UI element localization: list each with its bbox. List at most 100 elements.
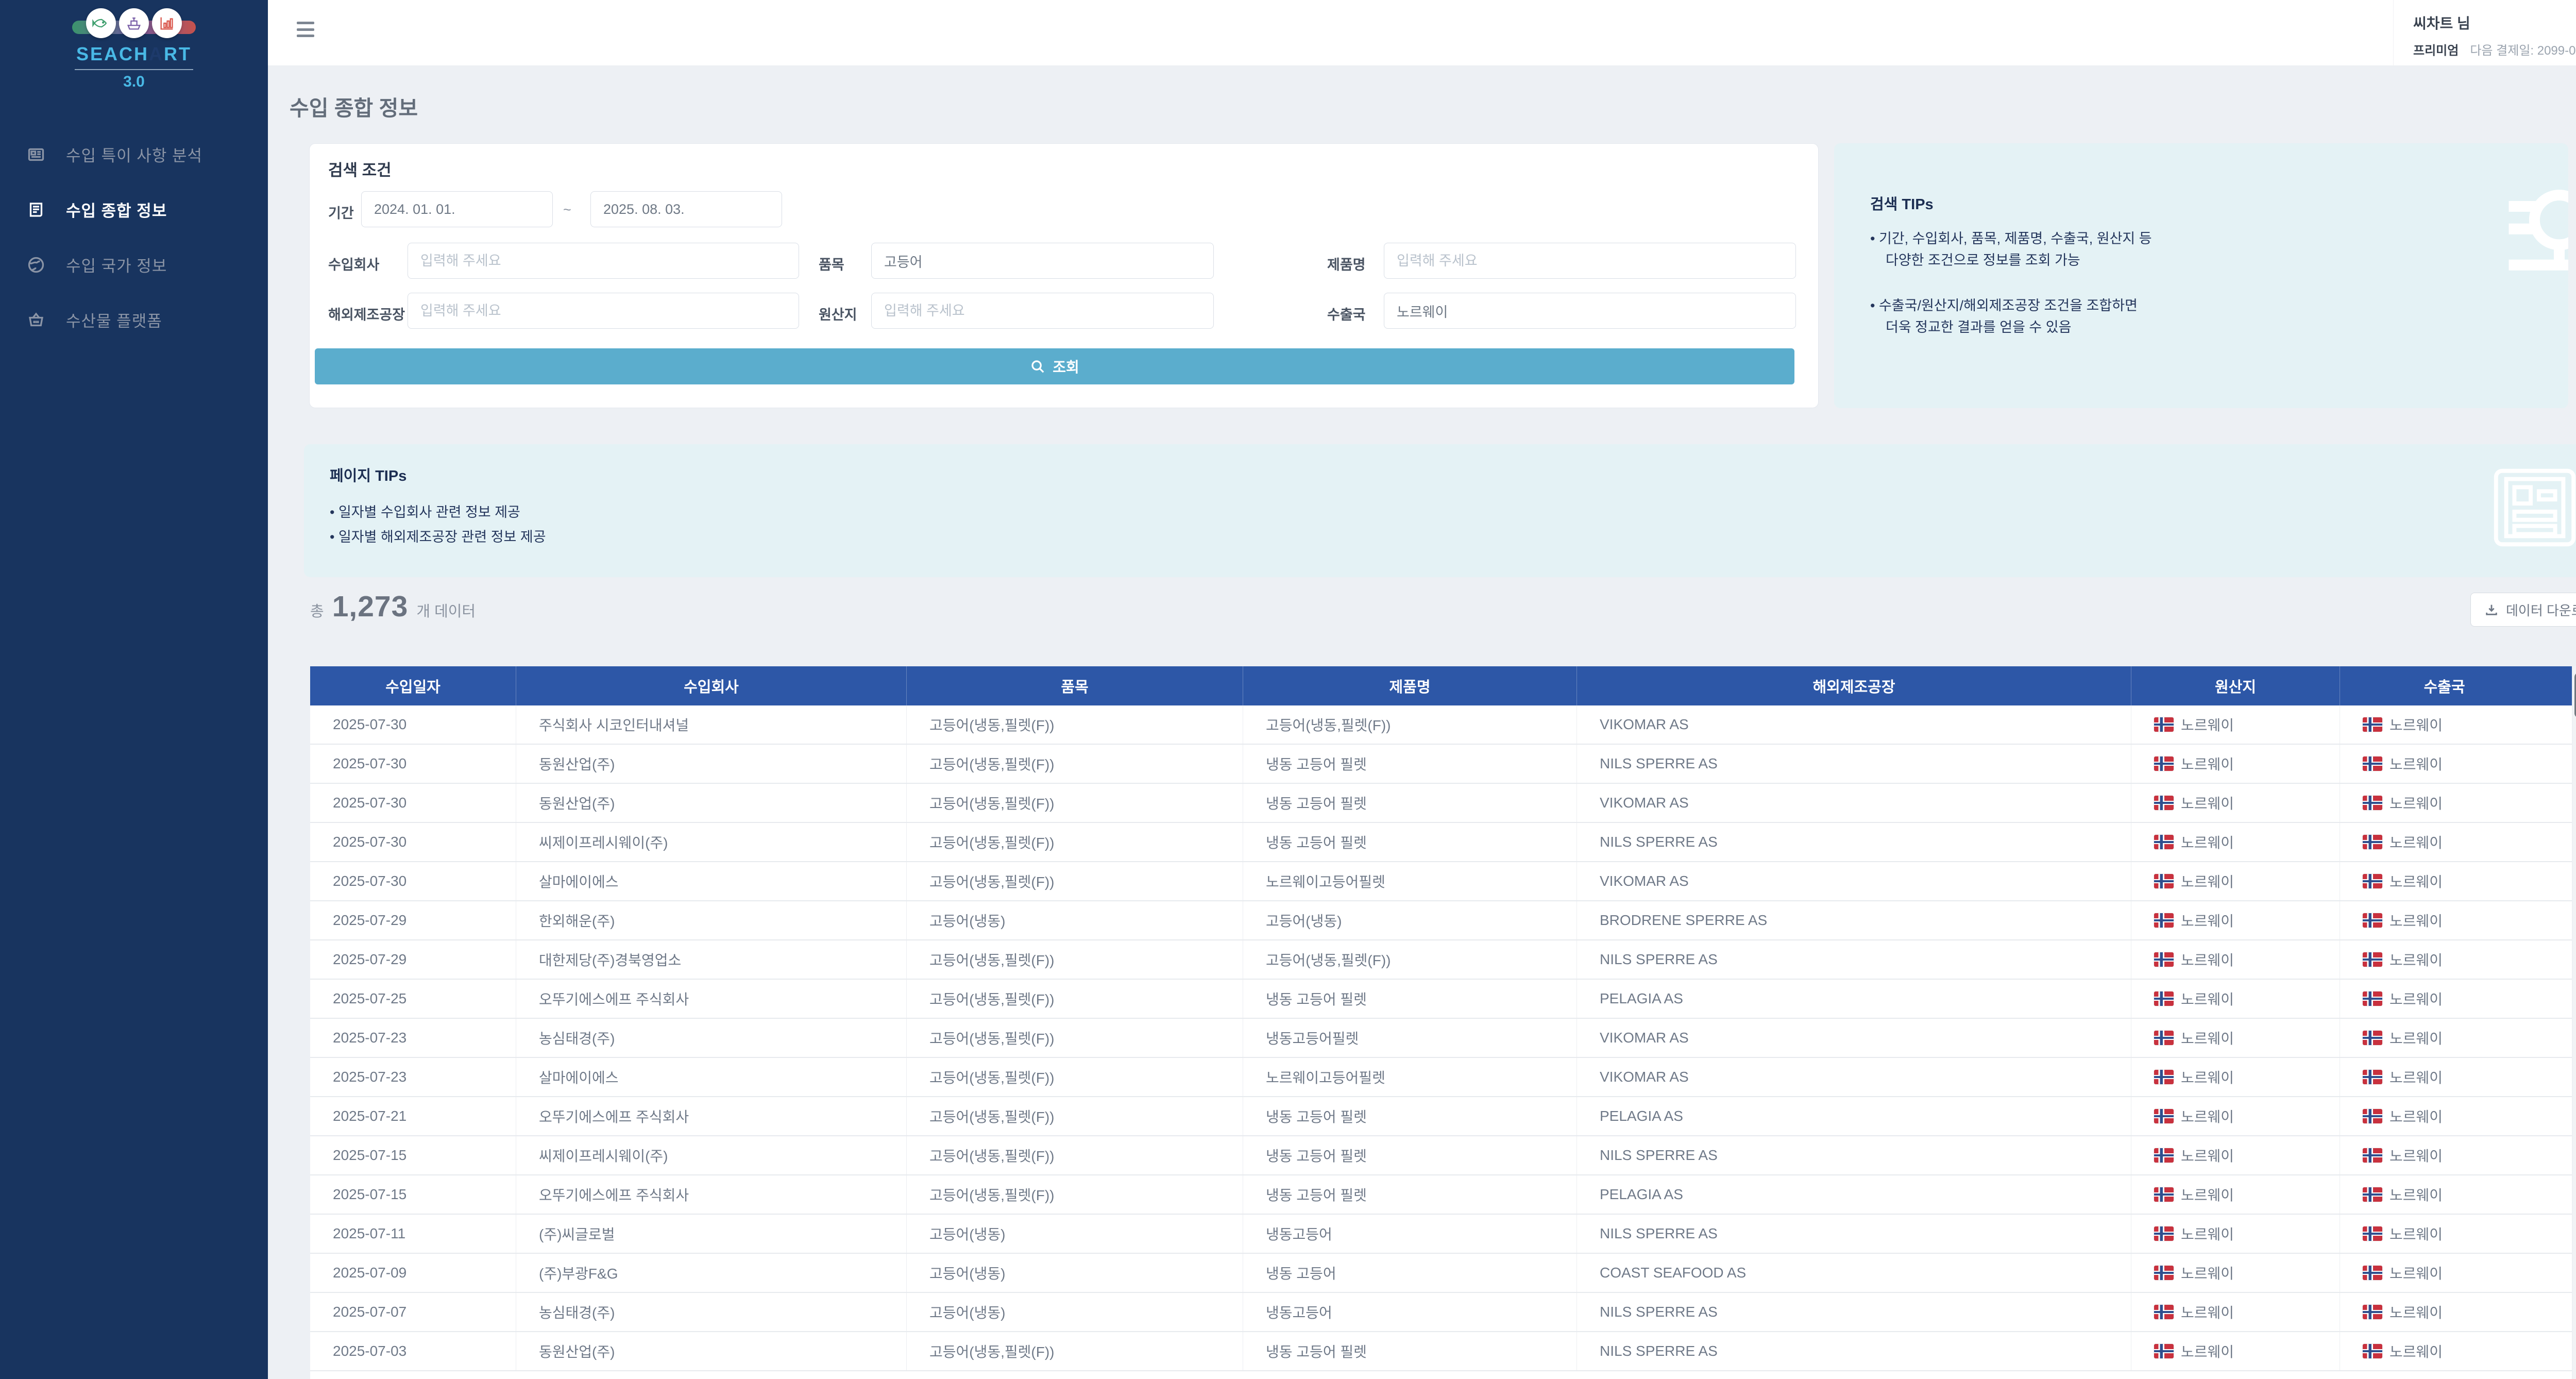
table-row[interactable]: 2025-07-07 농심태경(주) 고등어(냉동) 냉동고등어 NILS SP… xyxy=(310,1293,2572,1332)
column-header-item[interactable]: 품목 xyxy=(907,666,1243,705)
product-input[interactable] xyxy=(1384,243,1796,279)
table-row[interactable]: 2025-07-30 동원산업(주) 고등어(냉동,필렛(F)) 냉동 고등어 … xyxy=(310,745,2572,784)
table-row[interactable]: 2025-07-21 오뚜기에스에프 주식회사 고등어(냉동,필렛(F)) 냉동… xyxy=(310,1097,2572,1136)
page-tips-panel: 페이지 TIPs • 일자별 수입회사 관련 정보 제공 • 일자별 해외제조공… xyxy=(304,444,2576,577)
table-row[interactable]: 2025-07-29 대한제당(주)경북영업소 고등어(냉동,필렛(F)) 고등… xyxy=(310,940,2572,980)
table-row[interactable]: 2025-07-11 (주)씨글로벌 고등어(냉동) 냉동고등어 NILS SP… xyxy=(310,1215,2572,1254)
cell-factory: NILS SPERRE AS xyxy=(1577,823,2131,861)
news-icon xyxy=(27,145,45,164)
main-content: 수입 종합 정보 검색 조건 기간 ~ 수입회사 품목 제품명 해외제조공장 원… xyxy=(268,66,2576,1379)
sidebar-item-import-analysis[interactable]: 수입 특이 사항 분석 xyxy=(0,127,268,182)
item-input[interactable] xyxy=(871,243,1214,279)
sidebar-menu: 수입 특이 사항 분석 수입 종합 정보 수입 국가 정보 수산물 플랫폼 xyxy=(0,127,268,347)
sidebar-item-label: 수입 종합 정보 xyxy=(66,202,167,220)
cell-import-date: 2025-07-30 xyxy=(310,784,516,822)
cell-origin: 노르웨이 xyxy=(2131,1332,2340,1370)
period-tilde: ~ xyxy=(563,202,571,217)
cell-importer: 동원산업(주) xyxy=(516,1332,907,1370)
table-row[interactable]: 2025-07-30 동원산업(주) 고등어(냉동,필렛(F)) 냉동 고등어 … xyxy=(310,784,2572,823)
result-count-number: 1,273 xyxy=(332,590,409,623)
table-row[interactable]: 2025-07-30 주식회사 시코인터내셔널 고등어(냉동,필렛(F)) 고등… xyxy=(310,705,2572,745)
cell-item: 고등어(냉동,필렛(F)) xyxy=(907,862,1243,900)
cell-origin: 노르웨이 xyxy=(2131,1293,2340,1331)
cell-export: 노르웨이 xyxy=(2340,1058,2549,1096)
product-label: 제품명 xyxy=(1327,257,1366,273)
menu-icon[interactable] xyxy=(297,22,314,37)
norway-flag-icon xyxy=(2363,1344,2382,1358)
search-button[interactable]: 조회 xyxy=(315,348,1794,384)
table-row[interactable]: 2025-07-03 동원산업(주) 고등어(냉동,필렛(F)) 냉동 고등어 … xyxy=(310,1332,2572,1371)
norway-flag-icon xyxy=(2154,1266,2174,1280)
cell-importer: 농심태경(주) xyxy=(516,1019,907,1057)
norway-flag-icon xyxy=(2154,1031,2174,1045)
cell-product: 냉동 고등어 필렛 xyxy=(1243,1175,1577,1214)
table-row[interactable]: 2025-07-09 (주)부광F&G 고등어(냉동) 냉동 고등어 COAST… xyxy=(310,1254,2572,1293)
user-name: 씨차트 님 xyxy=(2413,15,2470,31)
cell-export: 노르웨이 xyxy=(2340,1254,2549,1292)
norway-flag-icon xyxy=(2154,1148,2174,1163)
search-tips-bullet: • 기간, 수입회사, 품목, 제품명, 수출국, 원산지 등 다양한 조건으로… xyxy=(1870,231,2152,268)
sidebar-item-seafood-platform[interactable]: 수산물 플랫폼 xyxy=(0,292,268,347)
cell-importer: 동원산업(주) xyxy=(516,784,907,822)
table-row[interactable]: 2025-07-15 오뚜기에스에프 주식회사 고등어(냉동,필렛(F)) 냉동… xyxy=(310,1175,2572,1215)
table-row[interactable]: 2025-07-15 씨제이프레시웨이(주) 고등어(냉동,필렛(F)) 냉동 … xyxy=(310,1136,2572,1175)
cell-origin: 노르웨이 xyxy=(2131,862,2340,900)
table-row[interactable]: 2025-07-29 한외해운(주) 고등어(냉동) 고등어(냉동) BRODR… xyxy=(310,901,2572,940)
sidebar-item-import-info[interactable]: 수입 종합 정보 xyxy=(0,182,268,237)
cell-item: 고등어(냉동,필렛(F)) xyxy=(907,745,1243,783)
table-row[interactable]: 2025-07-23 살마에이에스 고등어(냉동,필렛(F)) 노르웨이고등어필… xyxy=(310,1058,2572,1097)
norway-flag-icon xyxy=(2363,1226,2382,1241)
cell-origin: 노르웨이 xyxy=(2131,1097,2340,1135)
table-row[interactable]: 2025-07-23 농심태경(주) 고등어(냉동,필렛(F)) 냉동고등어필렛… xyxy=(310,1019,2572,1058)
norway-flag-icon xyxy=(2154,835,2174,849)
origin-input[interactable] xyxy=(871,293,1214,329)
user-info[interactable]: 씨차트 님 프리미엄 다음 결제일: 2099-06-2 xyxy=(2393,0,2576,66)
cell-importer: 살마에이에스 xyxy=(516,862,907,900)
column-header-date[interactable]: 수입일자 xyxy=(310,666,516,705)
column-header-product[interactable]: 제품명 xyxy=(1243,666,1577,705)
cell-export: 노르웨이 xyxy=(2340,705,2549,744)
sidebar-item-country-info[interactable]: 수입 국가 정보 xyxy=(0,237,268,292)
globe-icon xyxy=(27,256,45,274)
norway-flag-icon xyxy=(2363,1305,2382,1319)
cell-export: 노르웨이 xyxy=(2340,940,2549,979)
cell-product: 노르웨이고등어필렛 xyxy=(1243,1058,1577,1096)
scrollbar-thumb[interactable] xyxy=(2574,672,2576,718)
search-card-title: 검색 조건 xyxy=(328,161,392,179)
cell-item: 고등어(냉동,필렛(F)) xyxy=(907,1019,1243,1057)
cell-origin: 노르웨이 xyxy=(2131,1136,2340,1174)
logo-divider xyxy=(75,69,193,70)
column-header-export[interactable]: 수출국 xyxy=(2424,679,2465,696)
table-row[interactable]: 2025-07-30 씨제이프레시웨이(주) 고등어(냉동,필렛(F)) 냉동 … xyxy=(310,823,2572,862)
search-tips-panel: 검색 TIPs • 기간, 수입회사, 품목, 제품명, 수출국, 원산지 등 … xyxy=(1834,143,2568,408)
table-scrollbar[interactable] xyxy=(2573,666,2576,1379)
cell-origin: 노르웨이 xyxy=(2131,705,2340,744)
column-header-origin[interactable]: 원산지 xyxy=(2131,666,2340,705)
norway-flag-icon xyxy=(2363,835,2382,849)
factory-input[interactable] xyxy=(408,293,799,329)
period-to-input[interactable] xyxy=(590,191,782,227)
document-icon xyxy=(27,200,45,219)
search-document-icon xyxy=(2496,179,2568,290)
importer-input[interactable] xyxy=(408,243,799,279)
data-download-button[interactable]: 데이터 다운로드 xyxy=(2470,593,2576,627)
column-header-factory[interactable]: 해외제조공장 xyxy=(1577,666,2131,705)
table-header-row: 수입일자 수입회사 품목 제품명 해외제조공장 원산지 수출국 xyxy=(310,666,2572,705)
cell-export: 노르웨이 xyxy=(2340,862,2549,900)
cell-product: 냉동고등어 xyxy=(1243,1293,1577,1331)
norway-flag-icon xyxy=(2363,991,2382,1006)
norway-flag-icon xyxy=(2154,874,2174,888)
cell-export: 노르웨이 xyxy=(2340,1019,2549,1057)
period-from-input[interactable] xyxy=(361,191,553,227)
export-input[interactable] xyxy=(1384,293,1796,329)
cell-product: 냉동 고등어 필렛 xyxy=(1243,1136,1577,1174)
table-row[interactable]: 2025-07-25 오뚜기에스에프 주식회사 고등어(냉동,필렛(F)) 냉동… xyxy=(310,980,2572,1019)
column-header-importer[interactable]: 수입회사 xyxy=(516,666,907,705)
cell-product: 고등어(냉동,필렛(F)) xyxy=(1243,705,1577,744)
cell-import-date: 2025-07-15 xyxy=(310,1175,516,1214)
cell-export: 노르웨이 xyxy=(2340,901,2549,939)
cell-factory: NILS SPERRE AS xyxy=(1577,940,2131,979)
norway-flag-icon xyxy=(2154,1187,2174,1202)
table-row[interactable]: 2025-07-30 살마에이에스 고등어(냉동,필렛(F)) 노르웨이고등어필… xyxy=(310,862,2572,901)
cell-export: 노르웨이 xyxy=(2340,980,2549,1018)
